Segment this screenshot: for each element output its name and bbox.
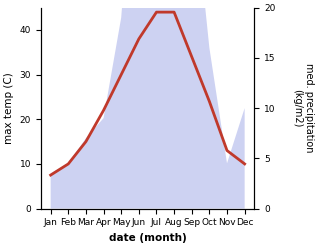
Y-axis label: max temp (C): max temp (C) bbox=[4, 72, 14, 144]
X-axis label: date (month): date (month) bbox=[109, 233, 187, 243]
Y-axis label: med. precipitation
(kg/m2): med. precipitation (kg/m2) bbox=[292, 63, 314, 153]
